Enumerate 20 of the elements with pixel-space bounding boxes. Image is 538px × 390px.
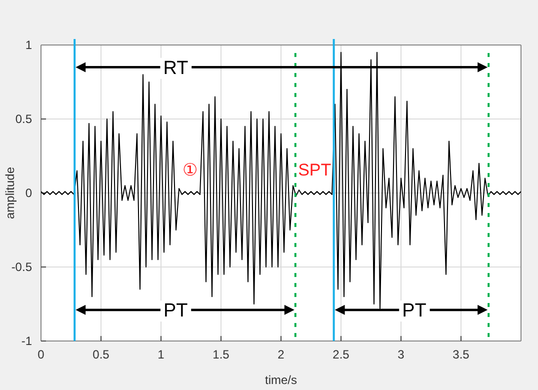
- y-tick-label: -1: [21, 334, 32, 348]
- annotation: RT: [163, 58, 189, 79]
- y-tick-label: -0.5: [11, 260, 32, 274]
- x-tick-label: 3: [398, 348, 405, 362]
- x-tick-label: 0.5: [92, 348, 110, 362]
- annotation: ①: [182, 160, 198, 180]
- x-tick-label: 3.5: [452, 348, 470, 362]
- x-tick-label: 2: [278, 348, 285, 362]
- y-tick-label: 0.5: [15, 112, 32, 126]
- annotation: PT: [402, 300, 427, 322]
- x-tick-label: 2.5: [332, 348, 350, 362]
- x-tick-label: 1: [158, 348, 165, 362]
- x-axis-title: time/s: [264, 373, 298, 387]
- y-axis-title: amplitude: [3, 166, 17, 220]
- annotation: PT: [163, 300, 188, 322]
- y-tick-label: 1: [25, 38, 32, 52]
- y-tick-label: 0: [25, 186, 32, 200]
- annotation: SPT: [298, 160, 332, 180]
- x-tick-label: 0: [38, 348, 45, 362]
- x-tick-label: 1.5: [212, 348, 230, 362]
